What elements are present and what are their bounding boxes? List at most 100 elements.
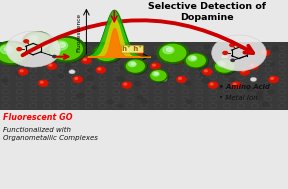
Circle shape (269, 76, 278, 82)
Text: Functionalized with
Organometallic Complexes: Functionalized with Organometallic Compl… (3, 127, 98, 141)
Circle shape (202, 78, 209, 83)
Circle shape (134, 50, 143, 56)
Circle shape (263, 102, 269, 106)
Circle shape (25, 34, 53, 52)
Circle shape (157, 43, 189, 63)
Circle shape (163, 46, 174, 54)
Circle shape (31, 37, 37, 40)
Circle shape (49, 64, 52, 66)
Circle shape (232, 82, 241, 88)
Circle shape (271, 77, 274, 79)
Circle shape (203, 69, 212, 75)
Circle shape (229, 78, 235, 82)
Circle shape (227, 48, 231, 50)
Circle shape (134, 81, 141, 86)
Circle shape (0, 41, 29, 65)
Circle shape (249, 63, 258, 69)
Circle shape (257, 96, 262, 100)
Circle shape (221, 55, 228, 59)
Circle shape (185, 82, 191, 85)
Circle shape (124, 83, 127, 85)
Circle shape (64, 70, 69, 73)
Circle shape (78, 77, 84, 80)
Circle shape (18, 69, 28, 75)
Circle shape (54, 41, 68, 50)
Circle shape (216, 60, 234, 72)
Circle shape (214, 59, 236, 73)
Circle shape (101, 48, 106, 52)
Circle shape (88, 68, 92, 72)
Circle shape (151, 71, 169, 83)
Circle shape (95, 46, 118, 60)
Circle shape (58, 74, 63, 78)
Circle shape (272, 46, 279, 51)
Text: Fluorescent GO: Fluorescent GO (3, 113, 72, 122)
Circle shape (66, 64, 70, 67)
Circle shape (226, 61, 230, 64)
Circle shape (0, 43, 26, 63)
Circle shape (179, 77, 181, 79)
Circle shape (155, 73, 158, 75)
Circle shape (2, 79, 8, 82)
Circle shape (231, 59, 234, 61)
Circle shape (20, 70, 23, 72)
Circle shape (53, 55, 56, 58)
Circle shape (93, 44, 120, 62)
Circle shape (17, 48, 22, 51)
FancyArrowPatch shape (22, 20, 253, 55)
Circle shape (0, 43, 30, 65)
FancyArrowPatch shape (56, 54, 68, 59)
Text: Fluorescence: Fluorescence (77, 12, 82, 52)
Circle shape (87, 76, 93, 80)
Text: • Metal Ion: • Metal Ion (219, 95, 258, 101)
Circle shape (240, 69, 249, 75)
Circle shape (251, 64, 253, 66)
Circle shape (160, 44, 190, 64)
Circle shape (49, 38, 87, 63)
Circle shape (250, 77, 257, 81)
Circle shape (82, 57, 91, 64)
Circle shape (95, 46, 122, 63)
Text: h⁺ h⁺: h⁺ h⁺ (122, 46, 143, 52)
Circle shape (141, 63, 147, 67)
Circle shape (128, 62, 136, 67)
Circle shape (177, 76, 186, 82)
Circle shape (39, 80, 48, 86)
Circle shape (234, 47, 239, 50)
Circle shape (4, 47, 11, 51)
Circle shape (184, 53, 207, 68)
Circle shape (262, 51, 265, 53)
Circle shape (212, 64, 217, 67)
Circle shape (118, 104, 122, 107)
Circle shape (69, 70, 75, 74)
Circle shape (137, 96, 143, 99)
Circle shape (161, 77, 167, 81)
Circle shape (186, 100, 192, 103)
Circle shape (98, 47, 107, 53)
Circle shape (257, 91, 262, 95)
Circle shape (174, 57, 183, 64)
Circle shape (50, 39, 82, 60)
Circle shape (24, 40, 29, 43)
Circle shape (108, 100, 113, 104)
Polygon shape (0, 42, 288, 110)
Circle shape (191, 57, 195, 59)
Circle shape (210, 83, 213, 85)
Circle shape (225, 72, 230, 76)
Circle shape (131, 63, 135, 65)
Circle shape (216, 61, 237, 74)
Circle shape (247, 87, 253, 91)
Circle shape (135, 51, 138, 53)
Circle shape (47, 63, 56, 69)
Circle shape (77, 93, 84, 98)
Circle shape (189, 56, 197, 61)
Circle shape (28, 35, 39, 42)
Circle shape (149, 70, 168, 82)
Circle shape (233, 83, 236, 85)
Circle shape (0, 46, 13, 54)
Circle shape (220, 63, 224, 65)
Circle shape (98, 68, 101, 70)
Circle shape (221, 53, 226, 55)
Circle shape (153, 64, 156, 66)
Circle shape (217, 85, 223, 89)
